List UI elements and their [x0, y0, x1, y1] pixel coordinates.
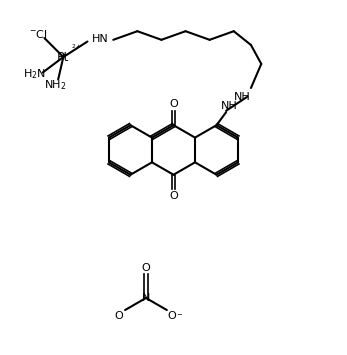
- Text: $^{-}$Cl: $^{-}$Cl: [29, 28, 48, 40]
- Text: O: O: [168, 311, 176, 321]
- Text: NH$_2$: NH$_2$: [44, 78, 67, 92]
- Text: H$_2$N: H$_2$N: [23, 67, 45, 81]
- Text: O: O: [142, 263, 150, 273]
- Text: O: O: [115, 311, 123, 321]
- Text: NH: NH: [221, 101, 238, 111]
- Text: O: O: [169, 99, 178, 109]
- Text: N: N: [142, 293, 150, 303]
- Text: Pt: Pt: [57, 50, 69, 64]
- Text: NH: NH: [234, 92, 251, 102]
- Text: $^{2+}$: $^{2+}$: [71, 44, 82, 53]
- Text: HN: HN: [92, 34, 108, 44]
- Text: $^{-}$: $^{-}$: [176, 313, 184, 323]
- Text: O: O: [169, 191, 178, 201]
